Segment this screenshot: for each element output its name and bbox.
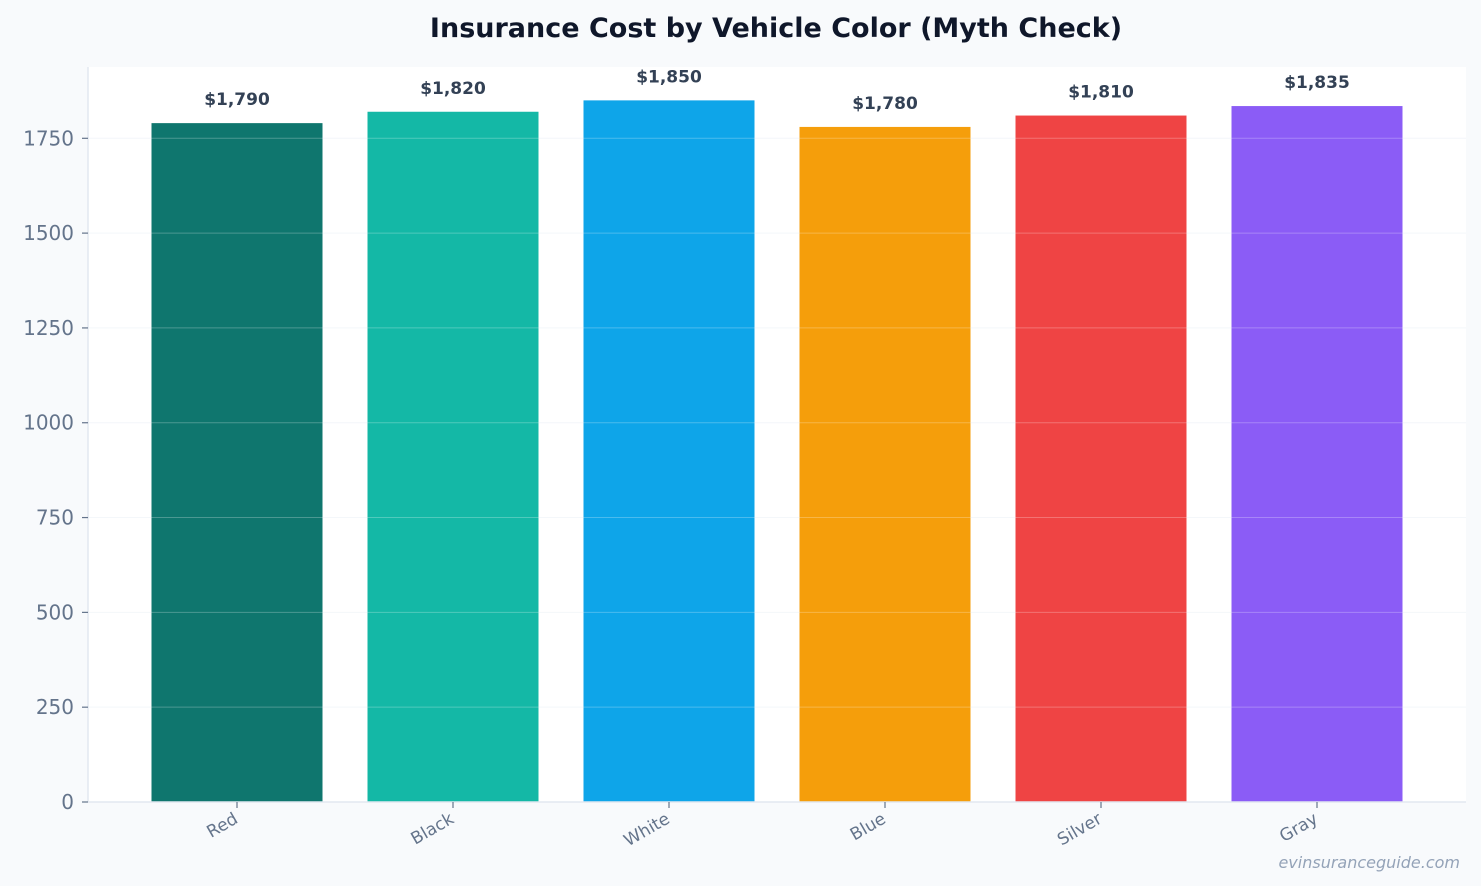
data-label-black: $1,820 [420,79,486,99]
y-axis-ticks: 0 250 500 750 1000 1250 1500 1750 [23,126,88,814]
axes [87,67,1466,803]
data-label-white: $1,850 [636,67,702,87]
y-tick-label: 1500 [23,221,74,245]
bar-gray [1231,106,1403,802]
chart-title: Insurance Cost by Vehicle Color (Myth Ch… [430,13,1122,44]
data-label-red: $1,790 [204,90,270,110]
y-tick-label: 1250 [23,316,74,340]
bar-blue [799,126,971,802]
bar-white [583,100,755,802]
y-tick-label: 250 [36,695,74,719]
gridlines-overlay [88,137,1466,708]
data-label-gray: $1,835 [1284,73,1350,93]
bar-silver [1015,115,1187,802]
watermark-text: evinsuranceguide.com [1278,853,1460,872]
y-tick-label: 0 [61,790,74,814]
data-label-silver: $1,810 [1068,83,1134,103]
y-tick-label: 1750 [23,126,74,150]
bar-black [367,111,539,802]
y-tick-label: 1000 [23,411,74,435]
bar-red [151,123,323,803]
data-labels: $1,790 $1,820 $1,850 $1,780 $1,810 $1,835 [204,67,1350,114]
y-tick-label: 750 [36,506,74,530]
data-label-blue: $1,780 [852,94,918,114]
bars [151,100,1403,803]
y-tick-label: 500 [36,600,74,624]
